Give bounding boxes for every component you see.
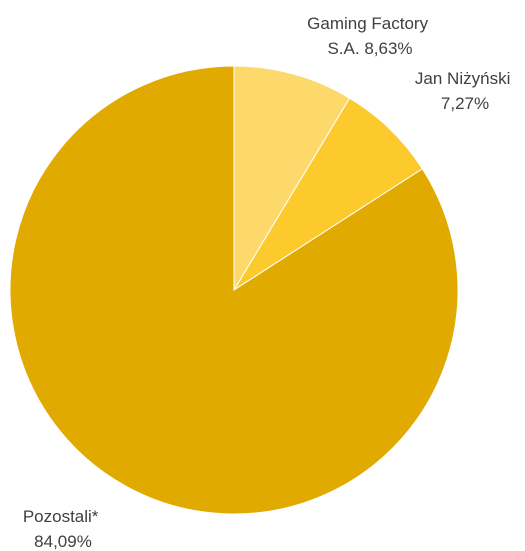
slice-label-pozostali-line2: 84,09% <box>34 532 92 551</box>
slice-label-pozostali: Pozostali* 84,09% <box>23 507 103 551</box>
slice-label-jan-nizynski-line1: Jan Niżyński <box>415 69 510 88</box>
slice-label-pozostali-line1: Pozostali* <box>23 507 99 526</box>
slice-label-gaming-factory: Gaming Factory S.A. 8,63% <box>307 14 433 58</box>
slice-label-jan-nizynski-line2: 7,27% <box>441 94 489 113</box>
slice-label-gaming-factory-line1: Gaming Factory <box>307 14 428 33</box>
slice-label-gaming-factory-line2: S.A. 8,63% <box>327 39 412 58</box>
pie-slices <box>9 65 459 515</box>
pie-slice-jan-nizynski <box>233 97 424 291</box>
pie-labels: Gaming Factory S.A. 8,63% Jan Niżyński 7… <box>23 14 515 551</box>
slice-label-jan-nizynski: Jan Niżyński 7,27% <box>415 69 515 113</box>
pie-slice-gaming-factory <box>233 65 351 292</box>
pie-slice-pozostali <box>9 65 459 515</box>
